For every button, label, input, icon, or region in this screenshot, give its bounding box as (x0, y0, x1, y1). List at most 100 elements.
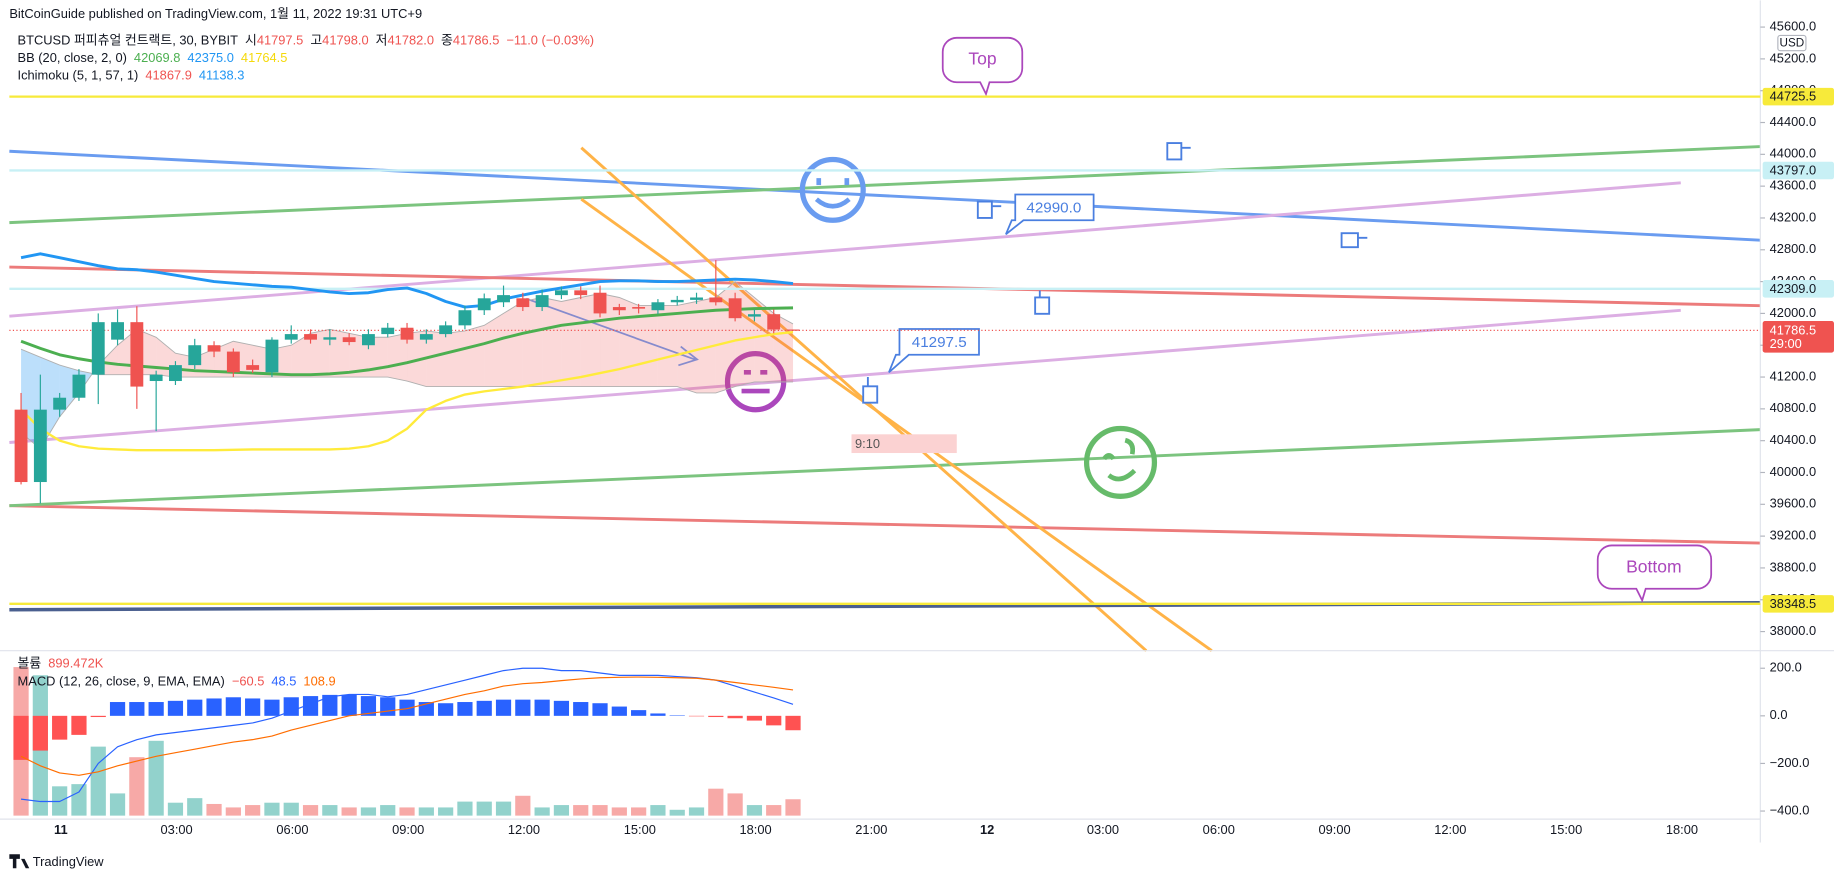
candle-body (709, 297, 723, 303)
y-tick-label: 0.0 (1770, 707, 1788, 722)
legend-item: 108.9 (303, 674, 335, 689)
candle-body (593, 292, 607, 314)
footer: TradingView (33, 854, 104, 869)
legend-item: 고 (310, 33, 322, 48)
published: BitCoinGuide published on TradingView.co… (9, 6, 422, 21)
volume-bar (457, 801, 473, 816)
candle-body (91, 322, 105, 375)
candle-body (188, 345, 202, 366)
cloud (407, 330, 427, 387)
line-series (20, 330, 794, 452)
candle-body (728, 298, 742, 319)
hand-icon (862, 377, 879, 404)
macd-histogram (438, 703, 454, 716)
callout (1005, 193, 1095, 235)
cloud (638, 305, 658, 387)
trend-line (580, 198, 1213, 652)
volume-bar (592, 805, 608, 816)
volume-bar (785, 799, 801, 816)
volume-bar (553, 805, 570, 816)
x-tick-label: 06:00 (1203, 822, 1235, 837)
currency: USD (1780, 37, 1805, 50)
candle-body (632, 307, 646, 309)
x-tick-label: 18:00 (1666, 822, 1698, 837)
cloud (696, 297, 716, 393)
hand-icon (1166, 142, 1191, 161)
candle-body (72, 374, 86, 398)
legend-item: 41797.5 (257, 33, 303, 48)
macd-histogram (148, 702, 164, 716)
y-tick-label: 45600.0 (1770, 18, 1816, 33)
macd-histogram (766, 715, 782, 726)
y-tick-label: 39600.0 (1770, 496, 1816, 511)
candle-body (497, 295, 510, 303)
hand-icon (1034, 290, 1051, 315)
line-series (20, 676, 794, 776)
trend-line (9, 181, 1681, 318)
price-label: 44725.5 (1770, 89, 1816, 104)
volume-bar (360, 807, 377, 816)
volume-bar (148, 740, 164, 816)
y-tick-label: 39200.0 (1770, 528, 1816, 543)
legend-item: 41798.0 (322, 33, 368, 48)
y-tick-label: 200.0 (1770, 660, 1802, 675)
volume-bar (573, 805, 589, 816)
hand-icons (862, 142, 1368, 404)
candle-body (574, 290, 588, 296)
volume-bar (495, 801, 512, 816)
volume-bar (418, 807, 434, 816)
volume-bar (245, 805, 261, 816)
macd-histogram (785, 715, 801, 731)
cloud (426, 330, 446, 387)
macd-histogram (708, 715, 724, 718)
volume-bar (341, 807, 357, 816)
macd-histogram (167, 700, 184, 716)
volume-bar (631, 807, 647, 816)
candle-body (169, 365, 182, 382)
trend-line (9, 149, 1761, 242)
volume-bar (669, 809, 685, 816)
candle-body (381, 327, 395, 335)
y-tick-label: 38800.0 (1770, 559, 1816, 574)
legend-item: 48.5 (271, 674, 296, 689)
legend-item: 41867.9 (145, 68, 191, 83)
legend: BB (20, close, 2, 0) 42069.8 42375.0 41764.… (18, 50, 288, 65)
trend-line (9, 145, 1761, 225)
legend: MACD (12, 26, close, 9, EMA, EMA) −60.5 48… (18, 674, 336, 689)
candle-body (439, 325, 453, 335)
legend-item: 41138.3 (199, 68, 245, 83)
cloud (291, 333, 311, 378)
legend-item: 42069.8 (134, 50, 180, 65)
y-tick-label: 43600.0 (1770, 178, 1816, 193)
macd-histogram (32, 715, 48, 751)
annotation: Top (968, 49, 997, 69)
y-tick-label: 40000.0 (1770, 464, 1816, 479)
volume-bar (90, 746, 106, 816)
cloud (657, 305, 678, 387)
candle-body (670, 299, 684, 303)
cloud (580, 293, 601, 387)
emoji (814, 178, 851, 209)
volume-bar (534, 807, 550, 816)
x-tick-label: 15:00 (624, 822, 656, 837)
macd-histogram (631, 710, 647, 716)
candle-body (342, 337, 356, 343)
x-tick-label: 09:00 (1318, 822, 1350, 837)
candle-body (767, 314, 781, 330)
macd-histogram (225, 697, 241, 716)
y-tick-label: 40400.0 (1770, 432, 1816, 447)
candle-body (554, 290, 568, 296)
macd-histogram (322, 694, 338, 716)
candle-body (516, 298, 530, 308)
x-tick-label: 12:00 (508, 822, 540, 837)
callout (888, 328, 980, 373)
legend-item: 시 (245, 33, 257, 48)
price-label: 42309.0 (1770, 281, 1816, 296)
candle-body (362, 334, 375, 346)
logo (9, 854, 30, 869)
y-tick-label: 44000.0 (1770, 146, 1816, 161)
x-tick-label: 09:00 (392, 822, 424, 837)
legend-item: Ichimoku (5, 1, 57, 1) (18, 68, 139, 83)
volume-bar (187, 798, 203, 816)
